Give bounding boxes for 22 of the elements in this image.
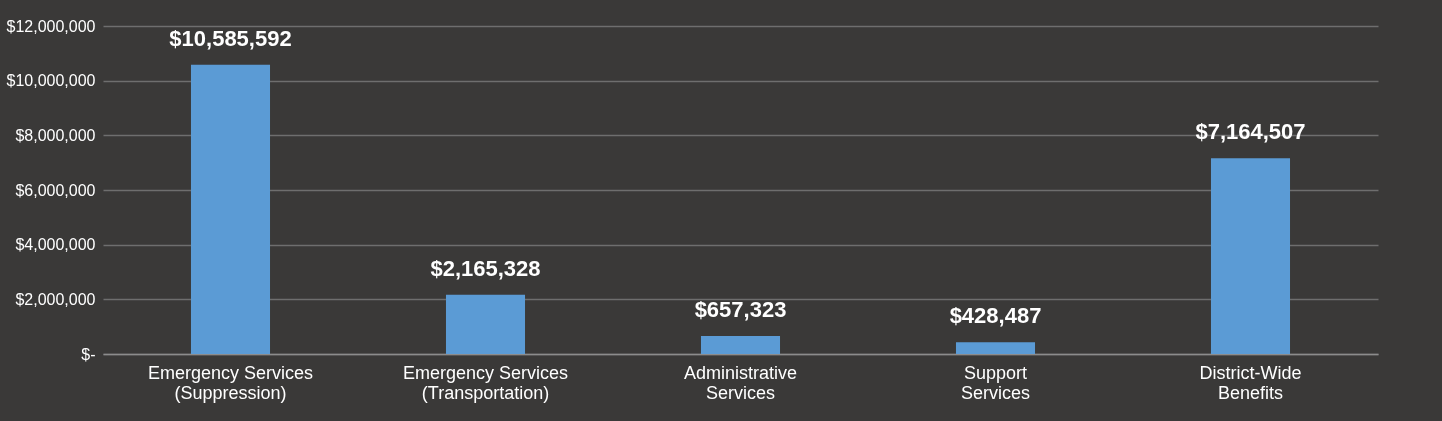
y-tick-label: $- (81, 345, 96, 363)
y-tick-label: $12,000,000 (6, 17, 96, 35)
x-tick-label: Administrative Services (683, 362, 798, 403)
y-tick-label: $4,000,000 (15, 236, 96, 254)
bar (445, 294, 526, 354)
data-label: $2,165,328 (430, 255, 541, 281)
x-tick-label: Support Services (960, 362, 1031, 403)
bar (955, 342, 1036, 354)
data-label: $7,164,507 (1195, 119, 1306, 145)
y-tick-label: $8,000,000 (15, 126, 96, 144)
bar (700, 336, 781, 354)
bar (190, 64, 271, 354)
y-tick-label: $10,000,000 (6, 72, 96, 90)
data-label: $657,323 (694, 297, 787, 323)
x-tick-label: Emergency Services (Transportation) (402, 362, 569, 403)
y-tick-label: $2,000,000 (15, 290, 96, 308)
data-label: $428,487 (949, 303, 1042, 329)
bar (1210, 158, 1291, 354)
x-tick-label: Emergency Services (Suppression) (147, 362, 314, 403)
x-tick-label: District-Wide Benefits (1199, 362, 1302, 403)
data-label: $10,585,592 (169, 25, 292, 51)
y-tick-label: $6,000,000 (15, 181, 96, 199)
